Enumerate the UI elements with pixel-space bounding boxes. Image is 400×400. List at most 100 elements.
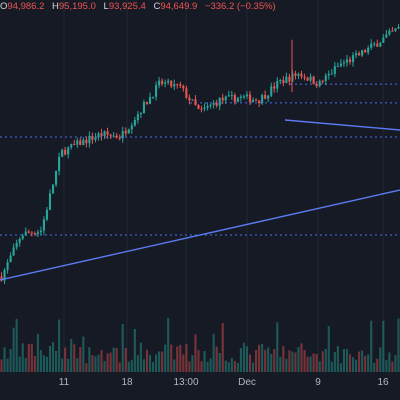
candle-body — [203, 107, 206, 109]
volume-bar — [79, 347, 82, 372]
candle-body — [161, 80, 164, 84]
candle-body — [73, 144, 76, 146]
volume-bar — [124, 348, 127, 372]
volume-bar — [330, 361, 333, 372]
volume-bar — [188, 361, 191, 372]
volume-bar — [106, 353, 109, 372]
x-tick-label: 18 — [121, 377, 133, 388]
volume-bar — [88, 347, 91, 372]
grid — [63, 0, 384, 372]
volume-bar — [61, 358, 64, 372]
candle-body — [191, 99, 194, 101]
ohlc-legend: O94,986.2 H95,195.0 L93,925.4 C94,649.9 … — [0, 0, 281, 14]
volume-bar — [145, 349, 149, 372]
candle-body — [342, 62, 345, 64]
candle-body — [215, 102, 218, 106]
volume-bar — [194, 334, 197, 372]
volume-bar — [97, 354, 100, 372]
volume-bar — [373, 362, 376, 372]
trendlines[interactable] — [0, 119, 400, 281]
volume-bar — [48, 345, 52, 372]
volume-bar — [45, 356, 49, 372]
volume-bar — [258, 344, 261, 372]
volume-bars — [0, 317, 400, 372]
candle-body — [97, 133, 100, 138]
candle-body — [179, 84, 182, 86]
volume-bar — [309, 356, 312, 372]
volume-bar — [27, 344, 30, 372]
volume-bar — [236, 363, 239, 372]
volume-bar — [121, 324, 124, 372]
candle-body — [355, 53, 358, 56]
volume-bar — [76, 358, 79, 372]
volume-bar — [300, 343, 303, 372]
volume-bar — [164, 344, 167, 372]
volume-bar — [173, 359, 176, 372]
candle-body — [379, 42, 382, 47]
candle-body — [70, 144, 73, 148]
volume-bar — [242, 342, 245, 372]
candle-body — [245, 94, 249, 97]
volume-bar — [336, 346, 339, 372]
volume-bar — [142, 359, 145, 372]
candle-body — [267, 95, 270, 99]
candle-body — [27, 231, 30, 233]
volume-bar — [227, 362, 230, 372]
volume-bar — [155, 354, 158, 372]
candle-body — [48, 193, 52, 210]
candle-body — [0, 276, 3, 281]
volume-bar — [118, 362, 121, 372]
volume-bar — [361, 350, 364, 372]
volume-bar — [82, 336, 85, 372]
candle-body — [103, 131, 106, 136]
volume-bar — [197, 350, 200, 372]
candle-body — [261, 95, 264, 104]
candle-body — [142, 101, 145, 114]
volume-bar — [397, 318, 400, 372]
candle-body — [15, 242, 18, 248]
candle-body — [227, 95, 230, 97]
candle-body — [36, 232, 39, 235]
volume-bar — [100, 350, 103, 372]
candle-body — [358, 53, 361, 56]
candle-body — [139, 113, 142, 115]
volume-bar — [42, 355, 45, 372]
volume-bar — [151, 361, 155, 372]
volume-bar — [339, 363, 342, 372]
volume-bar — [64, 347, 67, 372]
volume-bar — [130, 359, 133, 372]
candle-body — [167, 80, 170, 83]
candle-body — [51, 184, 55, 194]
support-trendline — [0, 189, 400, 281]
candle-body — [336, 66, 339, 68]
x-tick-label: 13:00 — [173, 377, 199, 388]
candle-body — [270, 86, 273, 96]
candle-body — [30, 232, 33, 234]
volume-bar — [318, 361, 321, 372]
candle-body — [264, 95, 267, 99]
candle-body — [115, 135, 118, 138]
candle-body — [276, 80, 279, 89]
candle-body — [333, 66, 336, 74]
candle-body — [255, 99, 258, 101]
candle-body — [248, 94, 252, 103]
candle-body — [155, 85, 158, 97]
volume-bar — [12, 327, 15, 372]
candle-body — [397, 26, 400, 29]
candle-body — [388, 30, 391, 35]
candle-body — [18, 238, 21, 243]
candle-body — [121, 130, 124, 139]
volume-bar — [355, 359, 358, 372]
candle-body — [206, 105, 209, 108]
volume-bar — [291, 351, 294, 372]
candle-body — [364, 50, 367, 53]
candle-body — [133, 120, 136, 126]
volume-bar — [394, 355, 397, 372]
x-tick-label: 16 — [377, 377, 389, 388]
candle-body — [109, 134, 112, 136]
volume-bar — [245, 346, 249, 372]
x-tick-label: 9 — [315, 377, 321, 388]
volume-bar — [230, 357, 233, 372]
